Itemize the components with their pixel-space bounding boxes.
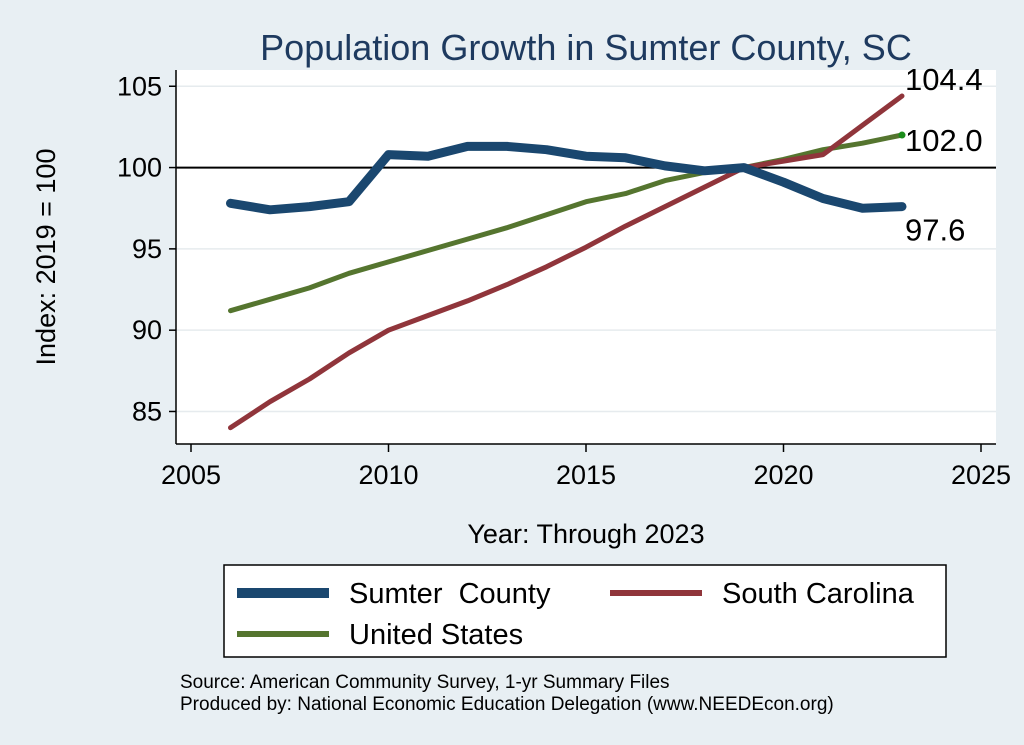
x-tick-label-1: 2010 <box>358 460 418 490</box>
legend-label-1: South Carolina <box>722 578 915 610</box>
y-tick-label-2: 95 <box>132 234 162 264</box>
series-layer <box>226 93 907 431</box>
end-label-0: 97.6 <box>905 213 965 248</box>
end-label-1: 104.4 <box>905 62 983 97</box>
end-label-2: 102.0 <box>905 123 983 158</box>
x-tick-label-3: 2020 <box>753 460 813 490</box>
end-labels: 97.6 104.4 102.0 <box>905 62 983 248</box>
y-axis-title: Index: 2019 = 100 <box>31 149 61 366</box>
x-tick-label-4: 2025 <box>951 460 1011 490</box>
series-line-1 <box>228 93 905 431</box>
source-note: Source: American Community Survey, 1-yr … <box>180 672 670 693</box>
us-end-point <box>898 131 906 139</box>
legend: Sumter County South Carolina United States <box>237 578 915 651</box>
series-line-0 <box>226 141 907 215</box>
y-tick-label-1: 90 <box>132 315 162 345</box>
produced-by-note: Produced by: National Economic Education… <box>180 694 834 715</box>
legend-label-0: Sumter County <box>349 578 551 610</box>
x-tick-label-2: 2015 <box>556 460 616 490</box>
legend-label-2: United States <box>349 619 523 651</box>
y-tick-label-3: 100 <box>117 153 162 183</box>
y-tick-label-4: 105 <box>117 71 162 101</box>
chart-title: Population Growth in Sumter County, SC <box>260 27 912 68</box>
tick-labels: 85 90 95 100 105 2005 2010 2015 2020 2025 <box>117 71 1011 490</box>
plot-area <box>176 70 996 444</box>
legend-box <box>223 564 947 658</box>
y-tick-label-0: 85 <box>132 396 162 426</box>
x-axis-title: Year: Through 2023 <box>467 519 704 549</box>
x-tick-label-0: 2005 <box>161 460 221 490</box>
